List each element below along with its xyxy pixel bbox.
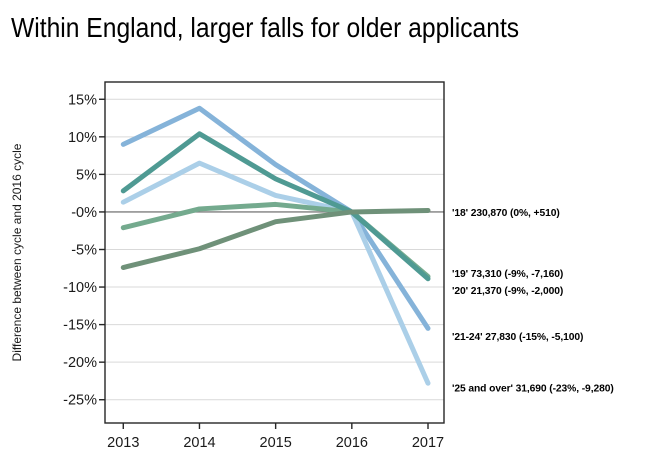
y-tick-label: -0%: [71, 205, 97, 221]
x-tick-label: 2013: [107, 435, 139, 451]
chart-title: Within England, larger falls for older a…: [11, 12, 520, 43]
x-tick-label: 2015: [260, 435, 292, 451]
x-tick-label: 2016: [336, 435, 368, 451]
y-tick-label: 5%: [76, 167, 97, 183]
y-tick-label: 10%: [68, 130, 97, 146]
series-line-19: [120, 131, 431, 282]
x-tick-label: 2014: [183, 435, 215, 451]
series-annotation-18: '18' 230,870 (0%, +510): [452, 208, 560, 219]
y-tick-label: -25%: [63, 393, 97, 409]
series-annotation-20: '20' 21,370 (-9%, -2,000): [452, 286, 563, 297]
y-tick-label: -10%: [63, 280, 97, 296]
series-line-18: [120, 207, 431, 271]
y-tick-label: 15%: [68, 92, 97, 108]
series-annotation-19: '19' 73,310 (-9%, -7,160): [452, 269, 563, 280]
x-tick-label: 2017: [412, 435, 444, 451]
series-line-25-and-over: [120, 160, 431, 386]
series-annotation-21-24: '21-24' 27,830 (-15%, -5,100): [452, 332, 583, 343]
series-line-21-24: [120, 105, 431, 331]
plot-border: [104, 81, 445, 424]
series-annotation-25-and-over: '25 and over' 31,690 (-23%, -9,280): [452, 384, 614, 395]
y-tick-label: -20%: [63, 355, 97, 371]
y-tick-label: -5%: [71, 242, 97, 258]
y-tick-label: -15%: [63, 318, 97, 334]
